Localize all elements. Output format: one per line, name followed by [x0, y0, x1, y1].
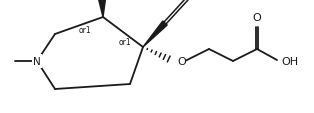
Polygon shape: [143, 22, 167, 48]
Text: or1: or1: [79, 25, 91, 34]
Text: or1: or1: [119, 37, 131, 46]
Text: O: O: [253, 13, 261, 23]
Text: N: N: [33, 56, 41, 66]
Polygon shape: [99, 0, 106, 18]
Text: OH: OH: [281, 56, 298, 66]
Text: O: O: [177, 56, 186, 66]
